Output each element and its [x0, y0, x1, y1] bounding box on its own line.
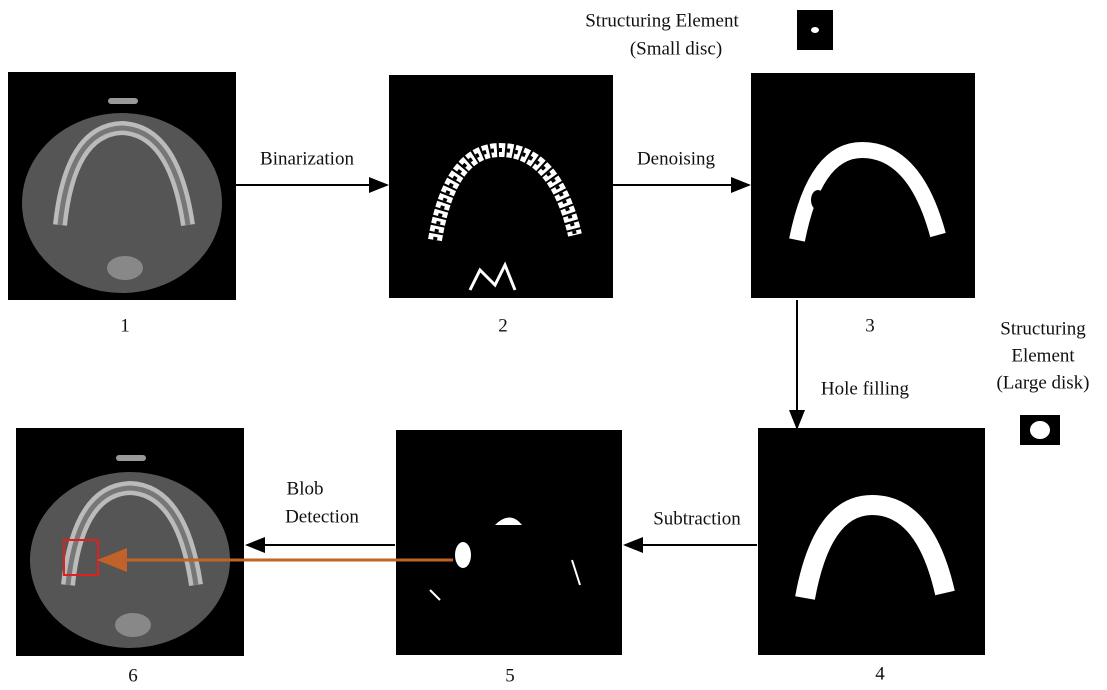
diagram: 1 2 3 4 5 6 Binarization Denoising Hole … [0, 0, 1107, 690]
node-label: 1 [120, 315, 130, 336]
se-label: Structuring [1000, 318, 1086, 339]
edge-label: Detection [285, 506, 359, 527]
edge-label: Denoising [637, 148, 716, 169]
image-filled [758, 428, 985, 655]
se-label: (Small disc) [630, 38, 722, 59]
image-denoised [751, 73, 975, 298]
node-label: 3 [865, 315, 875, 336]
edge-label: Hole filling [821, 378, 910, 399]
se-label: Element [1011, 345, 1075, 366]
image-binary [389, 75, 613, 298]
node-label: 5 [505, 665, 515, 686]
se-label: (Large disk) [996, 372, 1089, 393]
edge-label: Subtraction [653, 508, 741, 529]
edge-label: Blob [287, 478, 324, 499]
node-label: 4 [875, 663, 885, 684]
image-detection [16, 428, 244, 656]
image-ct [8, 72, 236, 300]
image-subtraction [396, 430, 622, 655]
node-label: 6 [128, 665, 138, 686]
edge-label: Binarization [260, 148, 354, 169]
se-label: Structuring Element [585, 10, 739, 31]
node-label: 2 [498, 315, 508, 336]
